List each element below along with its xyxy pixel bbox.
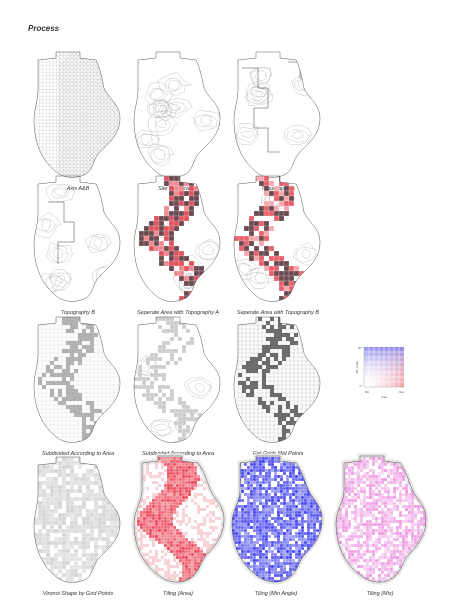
legend-x-max: Max xyxy=(399,390,405,394)
panel-caption: Tiling (Mix) xyxy=(366,591,394,597)
panel-caption: Axis A&B xyxy=(66,186,90,192)
panel-separate-area-a-graphic xyxy=(133,175,221,302)
panel-topography-b-graphic xyxy=(33,175,121,302)
panel-axis-ab-graphic xyxy=(33,51,121,178)
panel-tiling-area: Tiling (Area) xyxy=(128,453,228,597)
legend-x-min: Min xyxy=(365,390,370,394)
panel-topography-a-graphic xyxy=(233,51,321,178)
panel-caption: Seperate Area with Topography B xyxy=(236,310,320,316)
panel-caption: Subdivided According to Area xyxy=(41,451,115,457)
legend-x-label: Area xyxy=(381,395,387,399)
color-legend: 90° 0° Min Angle Min Max Area xyxy=(352,343,412,405)
panel-grid-mid-points: Get Grids Mid Points xyxy=(228,313,328,457)
panel-separate-area-a: Seperate Area with Topography A xyxy=(128,172,228,316)
panel-site-topography-graphic xyxy=(133,51,221,178)
panel-tiling-min-angle-graphic xyxy=(229,453,325,585)
panel-subdivided-2: Subdivided According to Area xyxy=(128,313,228,457)
legend-y-label: Min Angle xyxy=(355,360,359,373)
panel-subdivided-2-graphic xyxy=(133,316,221,443)
panel-subdivided-1: Subdivided According to Area xyxy=(28,313,128,457)
legend-y-min: 0° xyxy=(360,384,362,388)
legend-graphic: 90° 0° Min Angle Min Max Area xyxy=(355,346,405,399)
panel-topography-a: Topography A xyxy=(228,48,328,192)
panel-tiling-mix-graphic xyxy=(333,453,429,585)
panel-topography-b: Topography B xyxy=(28,172,128,316)
panel-caption: Tiling (Min Angle) xyxy=(254,591,298,597)
panel-site-topography: Site Topography xyxy=(128,48,228,192)
panel-axis-ab: Axis A&B xyxy=(28,48,128,192)
panel-caption: Seperate Area with Topography A xyxy=(137,310,219,316)
panel-voronoi: Vironoi Shape by Grid Points xyxy=(28,453,128,597)
legend-grid xyxy=(363,347,404,388)
panel-subdivided-1-graphic xyxy=(33,316,121,443)
panel-caption: Tiling (Area) xyxy=(163,591,193,597)
panel-tiling-min-angle: Tiling (Min Angle) xyxy=(226,453,326,597)
panel-tiling-area-graphic xyxy=(131,453,227,585)
panel-voronoi-graphic xyxy=(33,456,121,583)
panel-separate-area-b: Seperate Area with Topography B xyxy=(228,172,328,316)
panel-tiling-mix: Tiling (Mix) xyxy=(330,453,430,597)
panel-caption: Vironoi Shape by Grid Points xyxy=(42,591,114,597)
legend-y-max: 90° xyxy=(358,346,362,350)
panel-caption: Topography B xyxy=(60,310,96,316)
panel-grid-mid-points-graphic xyxy=(233,316,321,443)
page-title: Process xyxy=(28,24,60,33)
panel-separate-area-b-graphic xyxy=(233,175,321,302)
